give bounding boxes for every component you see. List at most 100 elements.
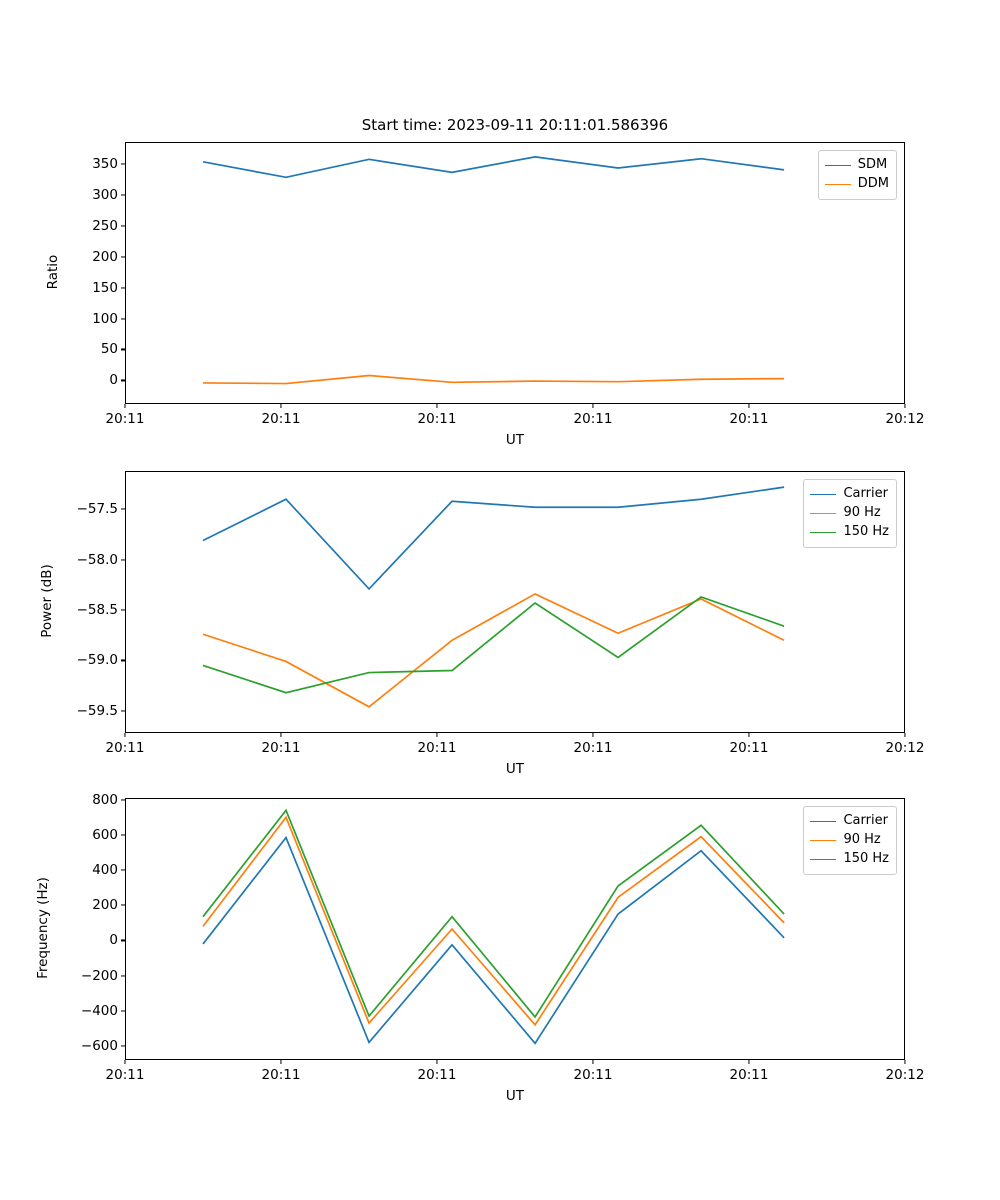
x-tick-label: 20:11 [729,740,769,756]
legend-label: DDM [857,175,889,191]
legend-item-150-hz[interactable]: 150 Hz [810,523,889,542]
y-tick-mark [121,659,125,661]
x-tick-label: 20:11 [729,1067,769,1083]
x-tick-mark [436,1060,438,1064]
legend-item-carrier[interactable]: Carrier [810,485,889,504]
y-tick-label: 600 [92,826,118,843]
x-tick-mark [904,404,906,408]
y-tick-label: 250 [92,217,118,234]
x-tick-label: 20:11 [261,740,301,756]
y-axis-label: Power (dB) [39,564,55,638]
x-tick-label: 20:11 [417,740,457,756]
subplot-ratio: Start time: 2023-09-11 20:11:01.586396 0… [45,116,924,448]
x-tick-label: 20:11 [729,411,769,427]
legend-item-ddm[interactable]: DDM [824,175,889,194]
x-axis-label: UT [505,432,525,448]
plot-lines-ratio [202,156,785,385]
y-tick-mark [121,975,125,977]
series-line-150-hz [202,808,785,1019]
x-tick-mark [592,733,594,737]
legend-item-150-hz[interactable]: 150 Hz [810,850,889,869]
y-tick-mark [121,939,125,941]
series-line-ddm [202,374,785,385]
x-tick-mark [904,733,906,737]
series-line-150-hz [202,596,785,694]
axes-frame-frequency [125,798,905,1060]
legend-item-carrier[interactable]: Carrier [810,812,889,831]
y-tick-label: −57.5 [76,501,118,518]
legend-line-icon [810,839,837,841]
y-tick-mark [121,225,125,227]
x-tick-label: 20:11 [261,1067,301,1083]
x-tick-mark [748,1060,750,1064]
y-tick-mark [121,163,125,165]
x-tick-mark [124,1060,126,1064]
legend-line-icon [810,820,837,822]
legend-item-90-hz[interactable]: 90 Hz [810,831,889,850]
x-tick-mark [124,404,126,408]
x-tick-label: 20:11 [261,411,301,427]
x-tick-label: 20:12 [885,740,925,756]
y-tick-mark [121,609,125,611]
plot-lines-power [202,486,785,708]
y-tick-label: 800 [92,791,118,808]
legend-label: Carrier [843,486,888,501]
axes-frame-power [125,471,905,733]
y-tick-mark [121,799,125,801]
y-tick-mark [121,904,125,906]
legend-line-icon [810,512,837,514]
figure-title: Start time: 2023-09-11 20:11:01.586396 [361,116,669,134]
series-line-carrier [202,486,785,591]
x-tick-label: 20:11 [573,411,613,427]
legend-line-icon [824,183,851,185]
legend-item-sdm[interactable]: SDM [824,156,889,175]
x-tick-mark [592,404,594,408]
x-tick-mark [748,733,750,737]
legend-line-icon [810,493,837,495]
x-tick-mark [436,733,438,737]
y-tick-label: 0 [109,372,118,389]
y-tick-mark [121,559,125,561]
x-tick-mark [124,733,126,737]
x-tick-label: 20:12 [885,411,925,427]
y-tick-label: −59.0 [76,652,118,669]
legend-line-icon [810,531,837,533]
series-line-90-hz [202,592,785,708]
legend[interactable]: SDM DDM [817,150,897,200]
y-tick-label: −59.5 [76,702,118,719]
y-tick-mark [121,710,125,712]
legend[interactable]: Carrier 90 Hz 150 Hz [803,806,897,875]
y-tick-mark [121,834,125,836]
y-tick-label: −600 [80,1037,118,1054]
y-tick-mark [121,1010,125,1012]
y-tick-mark [121,869,125,871]
legend-item-90-hz[interactable]: 90 Hz [810,504,889,523]
y-tick-label: 50 [100,341,118,358]
x-tick-mark [904,1060,906,1064]
y-axis-label: Frequency (Hz) [35,877,51,979]
x-tick-mark [592,1060,594,1064]
x-tick-label: 20:11 [573,740,613,756]
y-tick-label: −58.0 [76,551,118,568]
legend-label: SDM [857,157,888,172]
series-line-carrier [202,835,785,1045]
x-tick-label: 20:11 [417,411,457,427]
legend-label: 90 Hz [843,504,881,520]
legend[interactable]: Carrier 90 Hz 150 Hz [803,479,897,548]
x-tick-label: 20:11 [573,1067,613,1083]
y-tick-mark [121,508,125,510]
subplot-power: −59.5 −59.0 −58.5 −58.0 −57.5 20:11 20:11 20:11… [39,471,924,777]
y-tick-label: −200 [80,967,118,984]
y-tick-mark [121,379,125,381]
plot-lines-frequency [202,808,785,1045]
x-tick-mark [280,1060,282,1064]
y-tick-mark [121,194,125,196]
y-tick-label: 400 [92,862,118,879]
series-line-sdm [202,156,785,179]
y-tick-mark [121,1045,125,1047]
x-tick-label: 20:12 [885,1067,925,1083]
x-tick-mark [280,733,282,737]
y-tick-label: 200 [92,248,118,265]
legend-line-icon [824,164,851,166]
